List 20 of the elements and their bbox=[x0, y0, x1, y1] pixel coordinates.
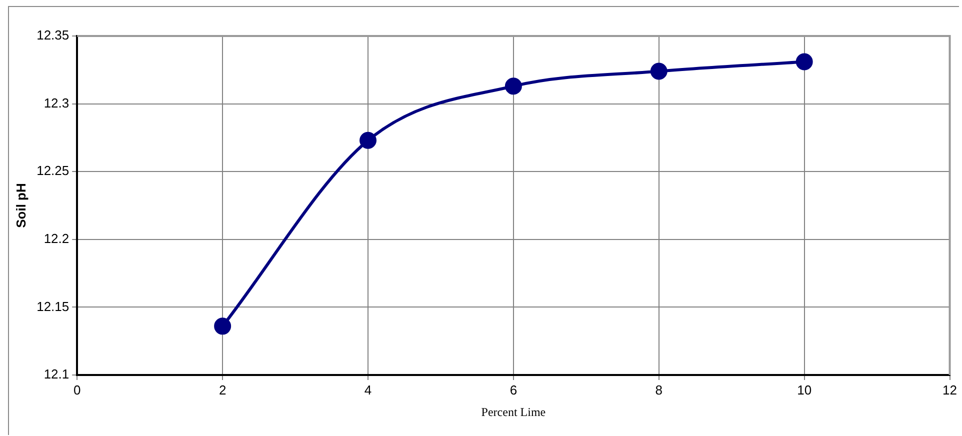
y-axis-title: Soil pH bbox=[13, 183, 28, 228]
x-tick-label: 2 bbox=[218, 382, 226, 398]
point bbox=[796, 53, 813, 70]
point bbox=[214, 318, 232, 335]
x-tick-label: 4 bbox=[364, 382, 372, 398]
point bbox=[504, 78, 522, 95]
y-tick-label: 12.2 bbox=[44, 230, 70, 246]
x-axis-title: Percent Lime bbox=[481, 404, 546, 419]
y-tick-label: 12.35 bbox=[36, 28, 70, 43]
x-tick-label: 6 bbox=[510, 382, 518, 398]
y-tick-label: 12.3 bbox=[44, 95, 70, 110]
y-tick-label: 12.15 bbox=[36, 298, 70, 314]
x-tick-label: 10 bbox=[797, 382, 812, 398]
point bbox=[360, 132, 377, 149]
x-tick-label: 0 bbox=[74, 382, 81, 398]
x-tick-label: 12 bbox=[942, 382, 958, 398]
y-tick-label: 12.25 bbox=[36, 163, 70, 178]
y-tick-label: 12.1 bbox=[44, 366, 70, 382]
x-tick-label: 8 bbox=[655, 382, 663, 398]
point bbox=[650, 62, 668, 80]
